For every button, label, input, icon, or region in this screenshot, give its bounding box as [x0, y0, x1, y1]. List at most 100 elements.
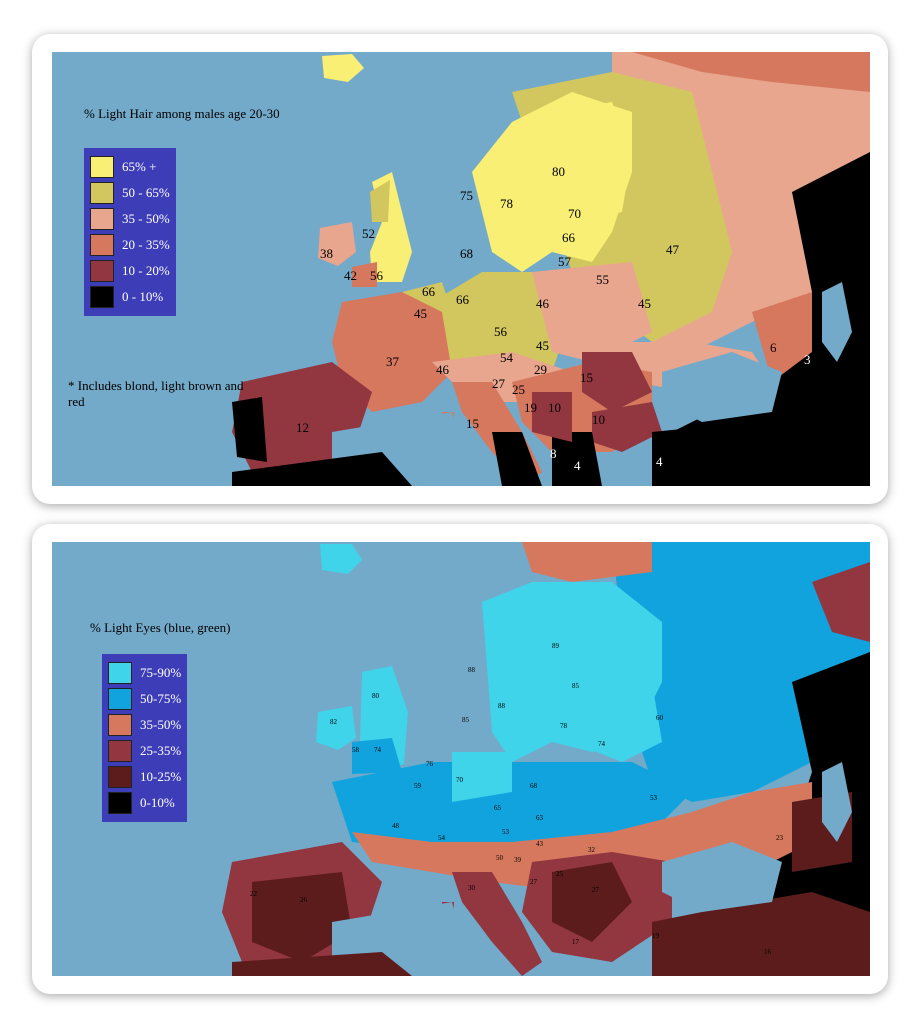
black-sea: [662, 352, 782, 422]
caspian-sea: [822, 762, 852, 842]
value-label: 27: [492, 376, 506, 391]
value-label: 22: [250, 890, 258, 898]
value-label: 8: [550, 446, 557, 461]
legend-swatch: [108, 766, 132, 788]
value-label: 78: [560, 722, 568, 730]
value-label: 15: [580, 370, 593, 385]
legend-item: 25-35%: [108, 738, 181, 764]
region-italy: [452, 872, 542, 976]
legend-item: 35 - 50%: [90, 206, 170, 232]
value-label: 52: [362, 226, 375, 241]
region-turkey: [652, 892, 870, 976]
value-label: 26: [300, 896, 308, 904]
value-label: 53: [650, 794, 658, 802]
legend-item: 20 - 35%: [90, 232, 170, 258]
eyes-map: 89 88 80 85 82 88 85 78 74 60 58 74 76 5…: [52, 542, 870, 976]
region-iceland: [322, 54, 364, 82]
eyes-map-card: 89 88 80 85 82 88 85 78 74 60 58 74 76 5…: [32, 524, 888, 994]
region-arctic-coast: [632, 52, 870, 92]
region-england-south: [352, 738, 402, 774]
value-label: 30: [468, 884, 476, 892]
value-label: 17: [572, 938, 580, 946]
value-label: 27: [530, 878, 538, 886]
legend-swatch: [90, 286, 114, 308]
region-bulgaria: [592, 402, 662, 452]
region-caucasus-red: [752, 292, 812, 382]
region-ireland: [316, 706, 356, 750]
value-label: 6: [770, 340, 777, 355]
value-label: 25: [512, 382, 525, 397]
value-label: 10: [592, 412, 605, 427]
value-label: 9: [256, 408, 263, 423]
value-label: 75: [460, 188, 473, 203]
value-label: 59: [414, 782, 422, 790]
value-label: 74: [598, 740, 606, 748]
hair-map: 80 75 78 70 66 57 52 68 38 42 56 66 66 4…: [52, 52, 870, 486]
region-finland: [552, 102, 632, 222]
legend-item: 50 - 65%: [90, 180, 170, 206]
black-sea: [662, 842, 782, 912]
value-label: 27: [592, 886, 600, 894]
value-label: 58: [352, 746, 360, 754]
value-label: 53: [502, 828, 510, 836]
region-serbia: [532, 392, 572, 442]
legend-item: 75-90%: [108, 660, 181, 686]
legend-swatch: [108, 792, 132, 814]
value-label: 19: [652, 932, 660, 940]
legend-swatch: [90, 156, 114, 178]
legend-label: 20 - 35%: [122, 237, 170, 252]
value-label: 48: [392, 822, 400, 830]
value-label: 57: [558, 254, 572, 269]
legend-item: 10 - 20%: [90, 258, 170, 284]
value-label: 80: [552, 164, 565, 179]
value-label: 38: [320, 246, 333, 261]
value-label: 46: [436, 362, 450, 377]
value-label: 55: [596, 272, 609, 287]
legend-label: 10-25%: [140, 769, 182, 784]
region-north-africa: [232, 952, 412, 976]
legend-label: 25-35%: [140, 743, 182, 758]
value-label: 68: [460, 246, 473, 261]
legend-item: 0-10%: [108, 790, 181, 816]
region-portugal: [232, 397, 267, 462]
region-poland: [532, 262, 652, 362]
region-arctic-coast: [522, 542, 652, 582]
region-france: [332, 292, 452, 412]
value-label: 74: [374, 746, 382, 754]
value-label: 85: [462, 716, 470, 724]
region-denmark: [452, 752, 512, 802]
value-label: 70: [456, 776, 464, 784]
caspian-sea: [822, 282, 852, 362]
value-label: 43: [536, 840, 544, 848]
hair-map-note: * Includes blond, light brown and red: [68, 378, 244, 409]
hair-map-title: % Light Hair among males age 20-30: [84, 106, 280, 121]
value-label: 45: [638, 296, 651, 311]
eyes-legend: 75-90% 50-75% 35-50% 25-35% 10-25% 0-10%: [102, 654, 188, 822]
value-label: 42: [344, 268, 357, 283]
legend-label: 35-50%: [140, 717, 182, 732]
legend-swatch: [90, 208, 114, 230]
value-label: 29: [534, 362, 547, 377]
value-label: 80: [372, 692, 380, 700]
hair-values: 80 75 78 70 66 57 52 68 38 42 56 66 66 4…: [256, 164, 811, 473]
legend-label: 50-75%: [140, 691, 182, 706]
hair-map-graphic: 80 75 78 70 66 57 52 68 38 42 56 66 66 4…: [52, 52, 870, 486]
legend-label: 35 - 50%: [122, 211, 170, 226]
value-label: 45: [536, 338, 549, 353]
legend-label: 65% +: [122, 159, 157, 174]
region-central-blue: [332, 762, 692, 852]
value-label: 56: [370, 268, 384, 283]
legend-label: 50 - 65%: [122, 185, 170, 200]
value-label: 23: [776, 834, 784, 842]
legend-label: 0-10%: [140, 795, 175, 810]
value-label: 70: [568, 206, 581, 221]
value-label: 76: [426, 760, 434, 768]
value-label: 3: [804, 352, 811, 367]
value-label: 68: [530, 782, 538, 790]
legend-label: 10 - 20%: [122, 263, 170, 278]
legend-label: 0 - 10%: [122, 289, 164, 304]
region-far-east-black: [652, 152, 870, 486]
value-label: 4: [656, 454, 663, 469]
legend-label: 75-90%: [140, 665, 182, 680]
eyes-map-title: % Light Eyes (blue, green): [90, 620, 231, 635]
